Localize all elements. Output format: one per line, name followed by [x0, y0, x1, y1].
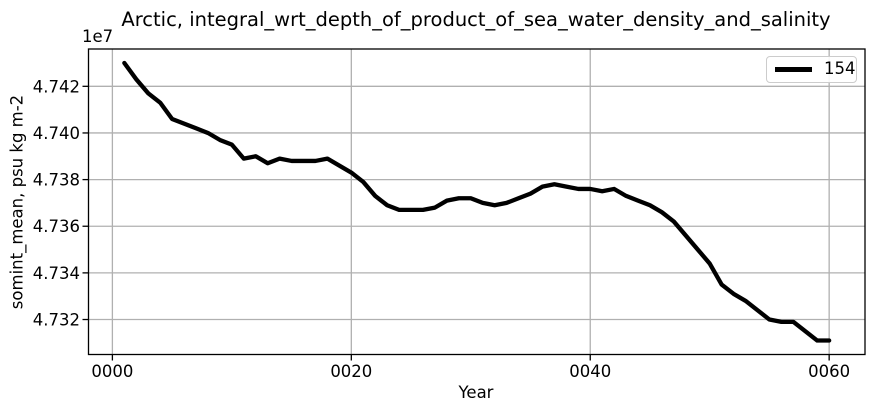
- x-tick-label: 0060: [808, 362, 850, 381]
- y-tick-label: 4.734: [33, 264, 80, 283]
- x-tick-label: 0040: [569, 362, 611, 381]
- x-tick-label: 0000: [91, 362, 133, 381]
- y-tick-label: 4.736: [33, 217, 80, 236]
- legend-entry-label: 154: [824, 59, 856, 79]
- y-axis-label: somint_mean, psu kg m-2: [7, 94, 27, 310]
- x-axis-label: Year: [458, 383, 494, 402]
- legend: 154: [766, 56, 857, 83]
- chart-title: Arctic, integral_wrt_depth_of_product_of…: [121, 8, 831, 31]
- legend-line-sample: [775, 67, 812, 72]
- y-tick-label: 4.740: [33, 124, 80, 143]
- x-tick-label: 0020: [330, 362, 372, 381]
- y-axis-offset-label: 1e7: [82, 27, 114, 46]
- y-tick-label: 4.738: [33, 171, 80, 190]
- y-tick-label: 4.732: [33, 311, 80, 330]
- y-tick-label: 4.742: [33, 77, 80, 96]
- data-line-154: [122, 60, 832, 343]
- axes-spines: [87, 48, 866, 356]
